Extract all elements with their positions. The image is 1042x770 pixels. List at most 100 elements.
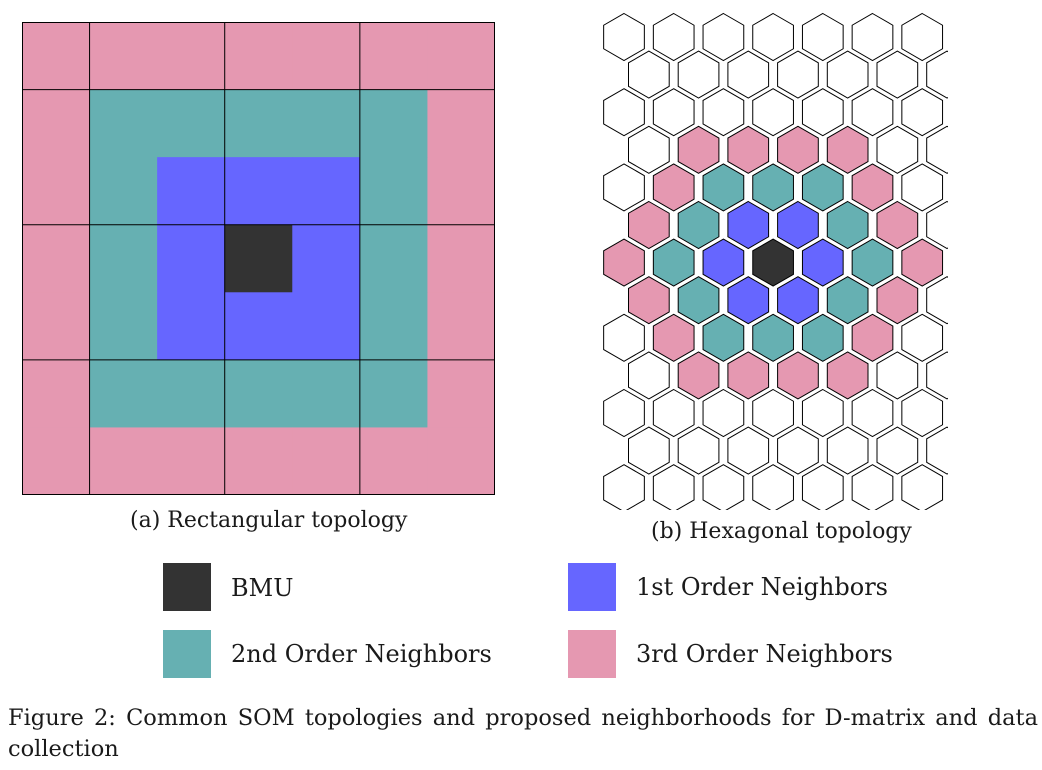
rectangular-caption: (a) Rectangular topology [130,508,408,533]
hex-cell-none [628,426,670,475]
hex-cell-none [826,50,869,99]
hex-cell-1st [702,238,745,287]
hex-cell-none [876,125,919,174]
hex-cell-3rd [901,238,944,287]
rect-subcell-2nd [359,224,428,293]
hex-cell-2nd [677,200,720,250]
hex-cell-none [901,12,944,62]
rect-subcell-3rd [359,427,428,495]
rect-subcell-2nd [89,292,158,361]
hex-cell-3rd [603,238,645,287]
hex-cell-none [677,50,720,99]
rect-subcell-2nd [89,224,158,293]
figure-caption-text: Common SOM topologies and proposed neigh… [8,705,1039,762]
rect-subcell-2nd [224,89,293,158]
hex-cell-none [926,125,948,174]
hex-cell-1st [727,200,770,250]
hex-cell-3rd [677,351,720,400]
rect-subcell-3rd [427,427,495,495]
hex-cell-none [652,12,695,62]
rect-subcell-3rd [427,224,495,293]
rect-subcell-3rd [359,22,428,91]
hex-cell-none [702,464,745,510]
legend-label-bmu: BMU [231,574,294,602]
hex-cell-none [652,388,695,438]
hex-cell-1st [777,276,819,325]
rect-subcell-2nd [292,89,361,158]
hex-cell-1st [727,276,770,325]
hex-cell-3rd [777,125,819,174]
hex-cell-3rd [876,276,919,325]
rectangular-topology-diagram [22,22,495,495]
hex-cell-none [926,200,948,250]
hex-cell-none [628,125,670,174]
hex-cell-none [851,12,894,62]
hex-cell-none [752,12,794,62]
rect-subcell-3rd [22,224,91,293]
hex-cell-none [901,88,944,137]
hex-cell-3rd [876,200,919,250]
hex-cell-2nd [826,200,869,250]
hex-cell-2nd [801,163,844,212]
hex-cell-2nd [652,238,695,287]
hex-cell-none [603,12,645,62]
hex-cell-none [851,388,894,438]
rect-subcell-3rd [22,22,91,91]
rect-subcell-2nd [224,359,293,428]
hex-cell-none [752,388,794,438]
hex-cell-2nd [702,313,745,362]
figure-caption: Figure 2: Common SOM topologies and prop… [8,703,1038,765]
hex-cell-none [677,426,720,475]
rect-subcell-2nd [359,89,428,158]
hex-cell-none [801,88,844,137]
hex-cell-2nd [752,163,794,212]
rect-subcell-3rd [427,22,495,91]
hex-cell-3rd [628,200,670,250]
hex-cell-none [876,351,919,400]
hex-cell-none [826,426,869,475]
hex-cell-2nd [702,163,745,212]
hex-cell-3rd [652,313,695,362]
hex-cell-none [851,88,894,137]
hex-cell-none [801,12,844,62]
rect-subcell-2nd [157,89,226,158]
rect-subcell-3rd [22,359,91,428]
rect-subcell-2nd [359,359,428,428]
hex-cell-3rd [677,125,720,174]
figure-caption-label: Figure 2: [8,705,116,731]
rect-subcell-2nd [359,292,428,361]
legend-label-3rd-order: 3rd Order Neighbors [636,640,893,668]
hex-cell-3rd [851,163,894,212]
rect-subcell-2nd [89,89,158,158]
hex-cell-none [926,351,948,400]
rect-subcell-1st [224,292,293,361]
rect-subcell-3rd [427,292,495,361]
hex-cell-none [702,388,745,438]
rect-subcell-3rd [427,359,495,428]
hex-cell-none [801,388,844,438]
rect-subcell-1st [224,157,293,226]
hex-cell-none [603,88,645,137]
hex-cell-none [752,88,794,137]
rect-subcell-1st [292,157,361,226]
rect-subcell-3rd [292,427,361,495]
hex-cell-2nd [826,276,869,325]
rect-subcell-1st [157,292,226,361]
hexagonal-topology-diagram [603,12,948,510]
rect-subcell-3rd [22,292,91,361]
rect-subcell-2nd [292,359,361,428]
rect-subcell-3rd [427,157,495,226]
hex-cell-none [777,50,819,99]
hex-cell-3rd [628,276,670,325]
hex-cell-none [603,388,645,438]
rect-subcell-3rd [224,22,293,91]
hex-cell-none [901,464,944,510]
rect-subcell-3rd [292,22,361,91]
hex-cell-none [901,388,944,438]
hex-cell-3rd [777,351,819,400]
hex-cell-none [603,464,645,510]
rect-subcell-3rd [157,427,226,495]
hex-cell-none [851,464,894,510]
hex-cell-none [603,313,645,362]
hex-cell-none [603,163,645,212]
